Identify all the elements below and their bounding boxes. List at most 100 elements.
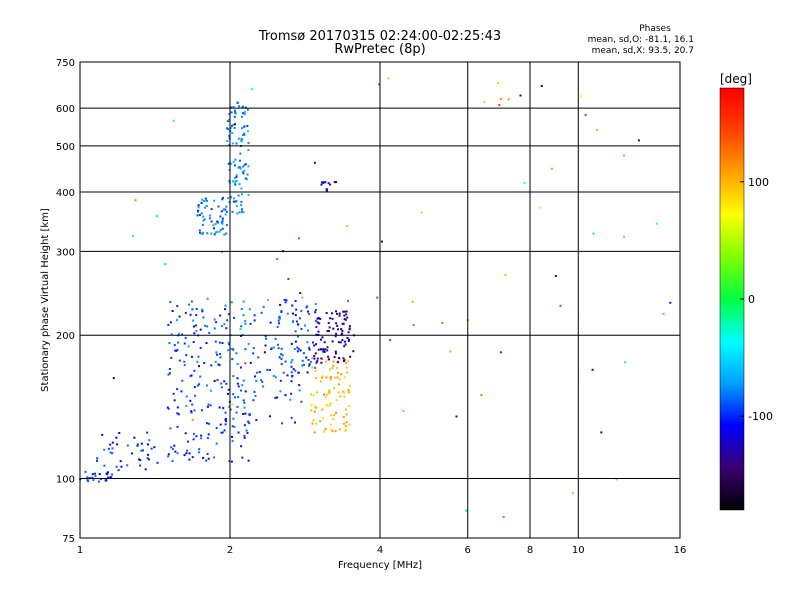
data-point xyxy=(347,389,350,391)
data-point xyxy=(218,364,221,367)
data-point xyxy=(258,371,261,374)
data-point xyxy=(210,208,213,211)
data-point xyxy=(242,134,245,136)
data-point xyxy=(235,200,238,203)
data-point xyxy=(202,200,205,203)
data-point xyxy=(253,314,256,317)
data-point xyxy=(315,406,318,409)
chart-subtitle: RwPretec (8p) xyxy=(334,42,425,57)
grid-lines xyxy=(80,62,680,538)
data-point xyxy=(290,392,293,395)
data-point xyxy=(336,367,339,369)
data-point xyxy=(240,366,242,369)
data-point xyxy=(300,327,303,330)
data-point xyxy=(291,375,293,378)
data-point xyxy=(230,460,233,463)
data-point xyxy=(225,210,228,213)
data-point xyxy=(178,315,181,318)
x-axis-label: Frequency [MHz] xyxy=(338,560,422,571)
data-point xyxy=(221,220,224,223)
data-point xyxy=(220,210,223,213)
data-point xyxy=(243,110,246,113)
data-point xyxy=(242,413,245,415)
data-point xyxy=(203,218,206,221)
data-point xyxy=(184,312,187,314)
data-point xyxy=(314,366,317,369)
data-point xyxy=(216,231,219,233)
data-point xyxy=(199,375,202,378)
data-point xyxy=(307,310,309,313)
data-point xyxy=(235,174,238,177)
data-point xyxy=(176,348,179,351)
data-point xyxy=(402,410,405,412)
data-point xyxy=(174,450,177,453)
data-point xyxy=(623,154,625,157)
data-point xyxy=(559,304,562,307)
data-point xyxy=(175,319,178,322)
data-point xyxy=(219,356,222,359)
data-point xyxy=(308,348,311,351)
data-point xyxy=(313,161,316,164)
data-point xyxy=(270,347,273,350)
data-point xyxy=(233,316,235,319)
data-point xyxy=(109,443,112,446)
data-point xyxy=(172,447,174,450)
data-point xyxy=(317,317,320,319)
data-point xyxy=(338,378,341,381)
data-point xyxy=(325,376,328,379)
x-tick-label: 10 xyxy=(572,545,585,556)
data-point xyxy=(300,400,303,403)
data-point xyxy=(232,417,235,420)
data-point xyxy=(226,319,229,322)
data-point xyxy=(335,361,338,364)
data-point xyxy=(332,327,335,330)
data-point xyxy=(176,388,179,391)
data-point xyxy=(322,417,324,420)
data-point xyxy=(301,359,304,362)
data-point xyxy=(228,119,231,122)
data-point xyxy=(240,204,243,207)
data-point xyxy=(345,361,348,364)
data-point xyxy=(246,173,249,176)
data-point xyxy=(196,360,199,363)
data-point xyxy=(170,446,173,449)
data-point xyxy=(376,296,379,299)
data-point xyxy=(326,346,329,349)
data-point xyxy=(243,113,246,116)
data-point xyxy=(325,403,328,406)
data-point xyxy=(207,403,210,406)
data-point xyxy=(231,180,234,183)
data-point xyxy=(292,312,294,315)
data-point xyxy=(331,317,334,320)
y-tick-label: 600 xyxy=(56,104,75,115)
data-point xyxy=(257,356,260,359)
data-point xyxy=(591,368,594,371)
data-point xyxy=(178,359,181,362)
data-point xyxy=(206,297,209,300)
data-point xyxy=(180,390,183,393)
data-point xyxy=(297,347,300,350)
data-point xyxy=(324,348,327,351)
data-point xyxy=(153,446,156,449)
data-point xyxy=(202,232,204,235)
data-point xyxy=(94,472,97,475)
data-point xyxy=(335,398,338,401)
data-point xyxy=(240,200,243,203)
data-point xyxy=(342,322,345,325)
data-point xyxy=(296,346,299,349)
data-point xyxy=(134,199,137,202)
data-point xyxy=(321,408,324,411)
data-point xyxy=(342,416,345,418)
data-point xyxy=(146,431,149,434)
data-point xyxy=(138,458,140,461)
data-point xyxy=(337,328,339,331)
data-point xyxy=(235,411,238,414)
data-point xyxy=(301,364,304,367)
data-point xyxy=(213,380,216,382)
data-point xyxy=(246,432,249,434)
data-point xyxy=(239,152,242,155)
y-tick-label: 300 xyxy=(56,247,75,258)
data-point xyxy=(280,309,283,312)
data-point xyxy=(313,405,316,408)
data-point xyxy=(280,363,283,366)
